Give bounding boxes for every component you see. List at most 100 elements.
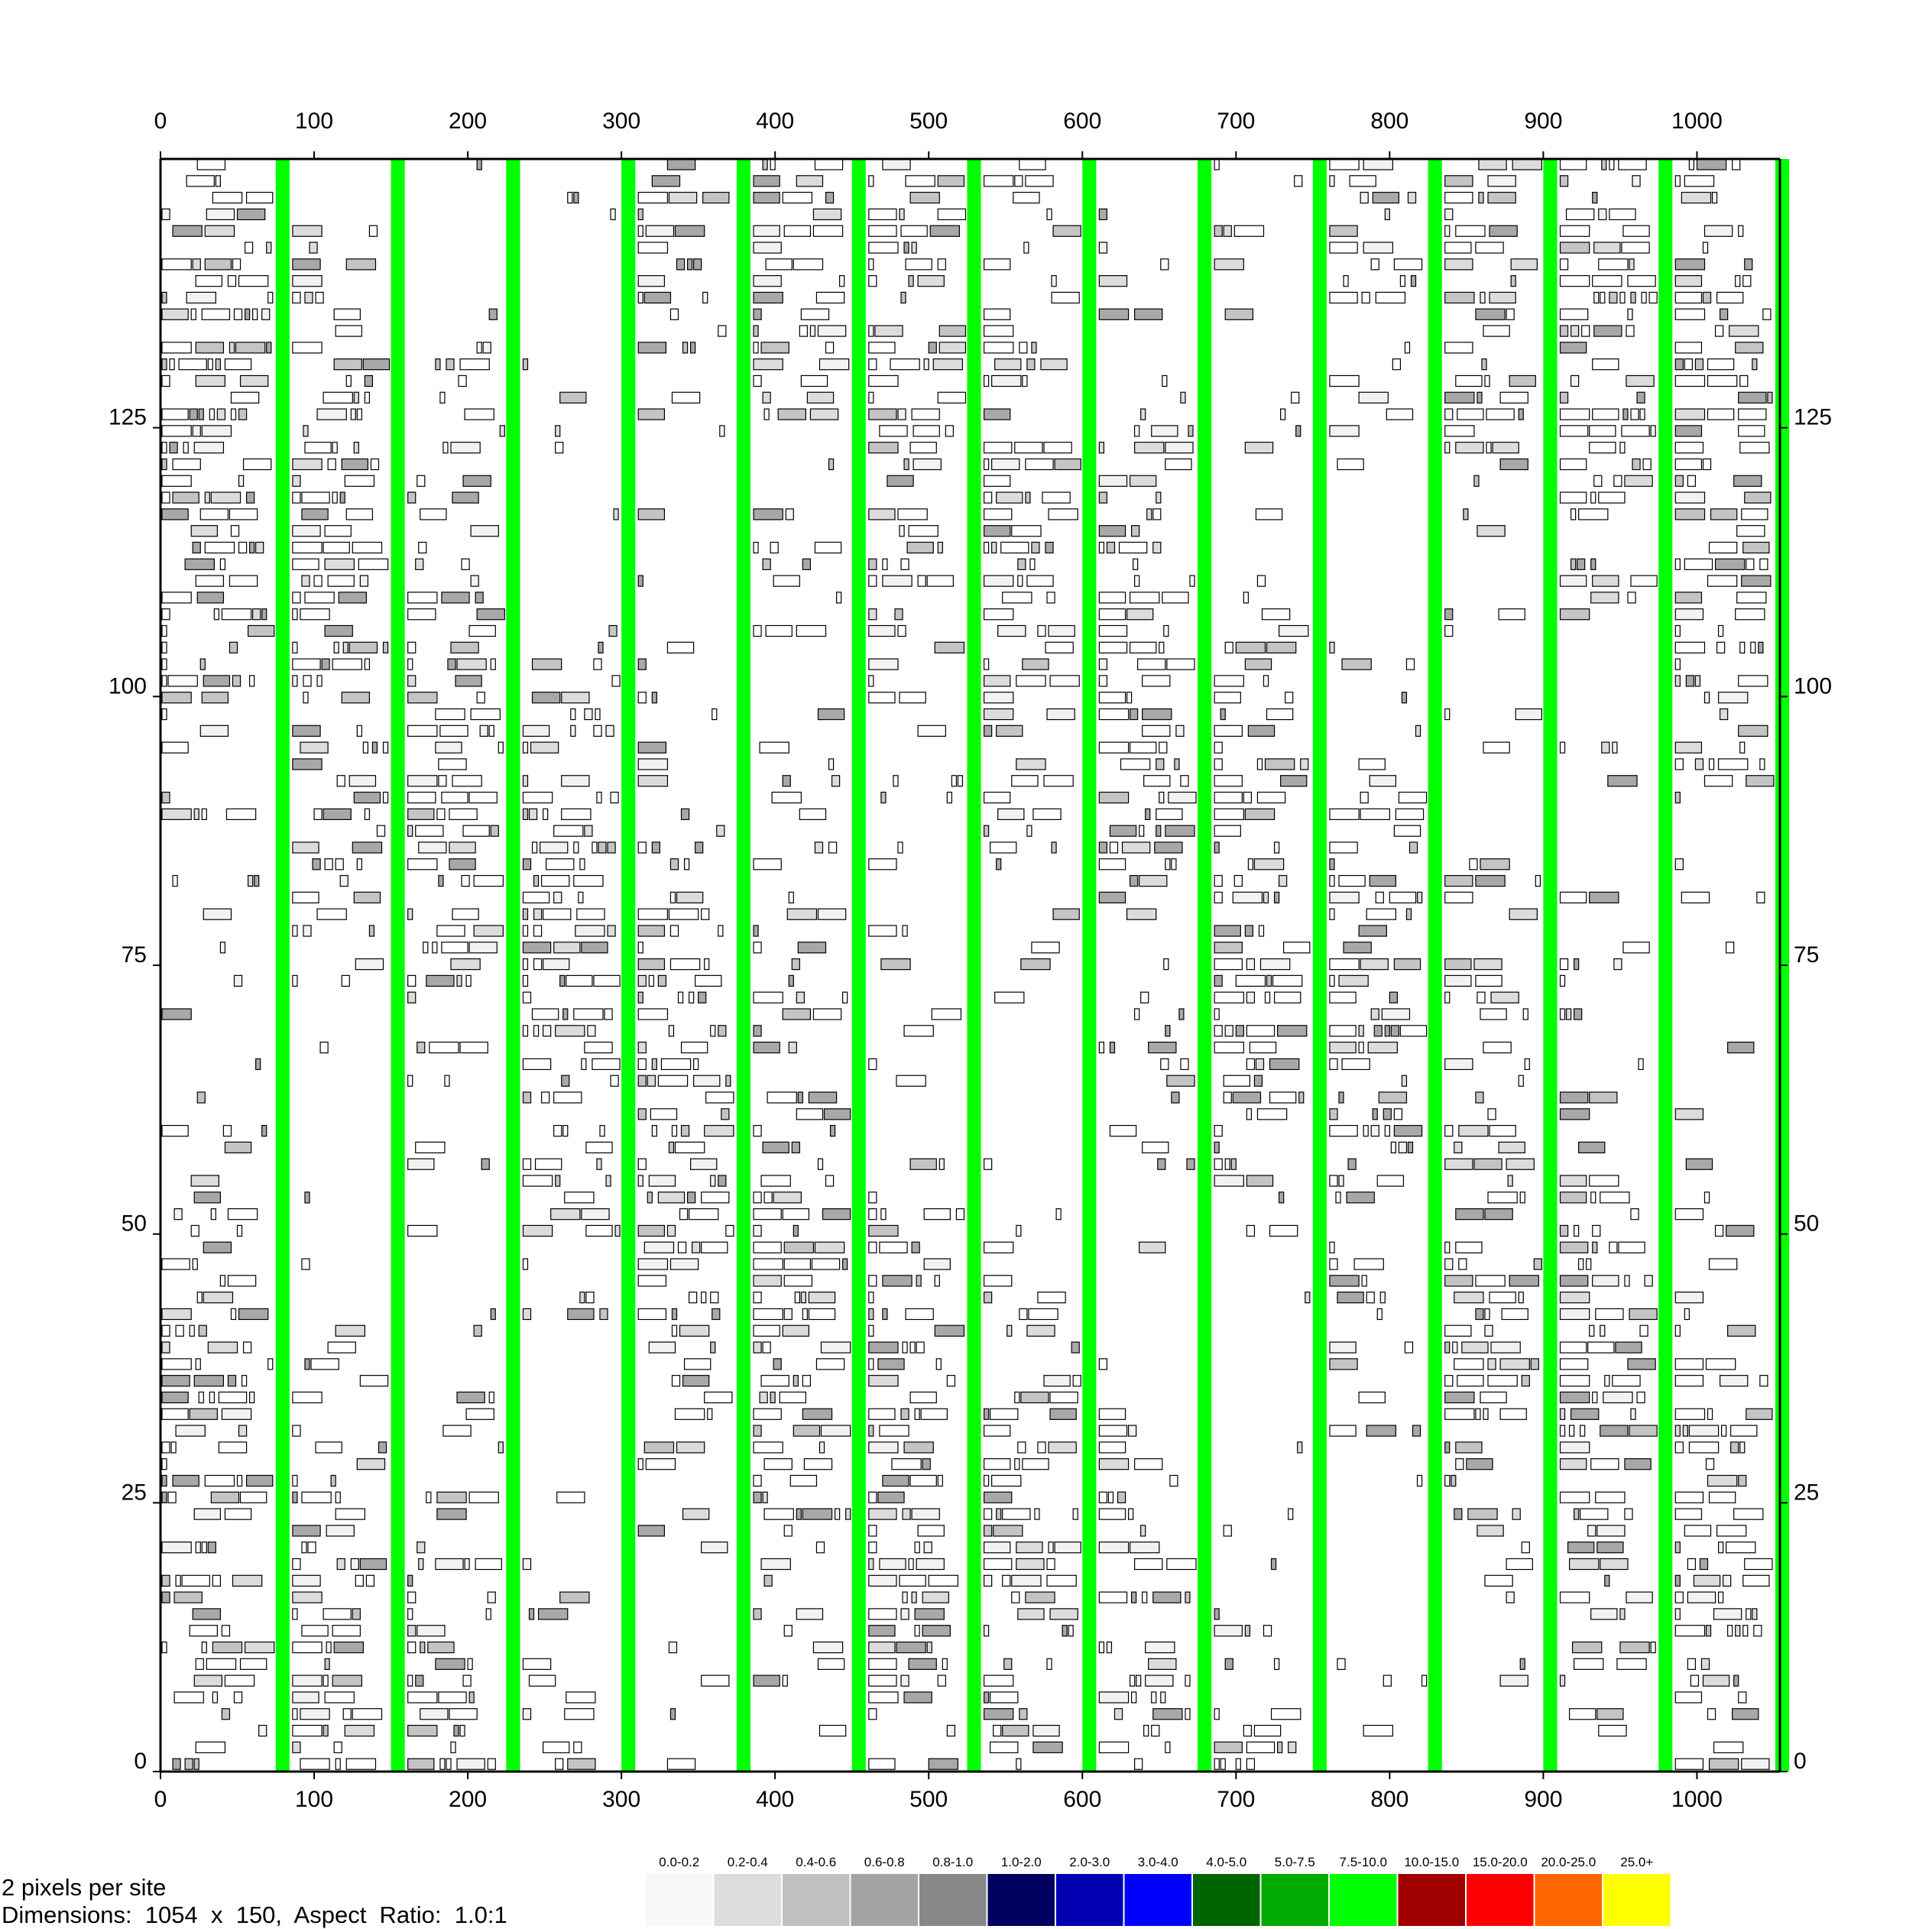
placed-block xyxy=(476,158,482,170)
placed-block xyxy=(1739,374,1749,387)
placed-block xyxy=(1369,874,1396,887)
placed-block xyxy=(195,374,226,387)
placed-block xyxy=(1559,1275,1589,1287)
placed-block xyxy=(533,958,543,971)
placed-block xyxy=(1626,325,1635,337)
placed-block xyxy=(1246,958,1256,971)
placed-block xyxy=(213,608,219,621)
placed-block xyxy=(303,692,309,704)
placed-block xyxy=(808,1308,836,1321)
placed-block xyxy=(446,358,455,371)
placed-block xyxy=(1486,408,1515,420)
placed-block xyxy=(753,1224,762,1237)
placed-block xyxy=(782,1008,812,1020)
channels-layer xyxy=(275,159,1790,1772)
placed-block xyxy=(983,508,1013,520)
routing-channel xyxy=(275,159,290,1772)
placed-block xyxy=(161,708,167,721)
placed-block xyxy=(1457,408,1484,420)
placed-block xyxy=(1098,675,1108,687)
placed-block xyxy=(897,624,906,637)
placed-block xyxy=(336,775,345,787)
placed-block xyxy=(828,841,838,854)
placed-block xyxy=(900,225,928,237)
placed-block xyxy=(882,158,911,170)
placed-block xyxy=(1612,741,1618,754)
placed-block xyxy=(1487,192,1516,204)
placed-block xyxy=(261,608,267,621)
placed-block xyxy=(1559,958,1569,971)
placed-block xyxy=(1674,291,1703,304)
placed-block xyxy=(782,1208,810,1221)
placed-block xyxy=(161,641,167,653)
placed-block xyxy=(753,242,782,254)
placed-block xyxy=(267,291,274,304)
placed-block xyxy=(462,475,491,487)
placed-block xyxy=(324,1691,355,1704)
placed-block xyxy=(232,258,242,271)
placed-block xyxy=(868,1058,877,1071)
routing-channel xyxy=(391,159,405,1772)
placed-block xyxy=(1475,1091,1484,1104)
placed-block xyxy=(1140,408,1146,420)
placed-block xyxy=(1129,1675,1136,1687)
placed-block xyxy=(1483,325,1510,337)
placed-block xyxy=(762,391,771,404)
placed-block xyxy=(1578,508,1609,520)
placed-block xyxy=(1224,1025,1233,1037)
placed-block xyxy=(1674,258,1706,271)
placed-block xyxy=(1461,1341,1489,1354)
placed-block xyxy=(382,791,389,804)
placed-block xyxy=(407,908,413,920)
placed-block xyxy=(242,1341,252,1354)
placed-block xyxy=(812,1641,844,1654)
placed-block xyxy=(990,1741,1019,1753)
placed-block xyxy=(450,442,481,454)
placed-block xyxy=(1501,1308,1528,1321)
placed-block xyxy=(809,325,816,337)
placed-block xyxy=(1716,641,1726,653)
placed-block xyxy=(1738,425,1765,437)
placed-block xyxy=(475,592,484,604)
placed-block xyxy=(637,208,643,221)
placed-block xyxy=(1220,708,1226,721)
placed-block xyxy=(292,592,301,604)
placed-block xyxy=(1483,1041,1512,1054)
placed-block xyxy=(461,874,470,887)
placed-block xyxy=(292,1525,321,1537)
placed-block xyxy=(1214,692,1241,704)
placed-block xyxy=(407,808,435,820)
placed-block xyxy=(1674,275,1703,287)
placed-block xyxy=(1360,958,1389,971)
placed-block xyxy=(198,1391,204,1404)
legend-label: 25.0+ xyxy=(1620,1855,1653,1869)
placed-block xyxy=(1703,1191,1710,1204)
placed-block xyxy=(1098,308,1130,320)
placed-block xyxy=(782,192,813,204)
placed-block xyxy=(1002,1724,1029,1737)
placed-block xyxy=(1510,258,1538,271)
placed-block xyxy=(189,408,198,420)
placed-block xyxy=(201,1542,207,1554)
placed-block xyxy=(1598,258,1629,271)
placed-block xyxy=(994,991,1025,1003)
placed-block xyxy=(209,1391,215,1404)
placed-block xyxy=(671,1324,678,1337)
placed-block xyxy=(996,1508,1002,1520)
placed-block xyxy=(1744,258,1753,271)
placed-block xyxy=(688,1292,698,1304)
placed-block xyxy=(1735,342,1764,354)
placed-block xyxy=(1235,1025,1244,1037)
placed-block xyxy=(1521,1542,1530,1554)
placed-block xyxy=(983,175,1014,187)
placed-block xyxy=(1329,958,1360,971)
placed-block xyxy=(161,258,192,271)
placed-block xyxy=(707,1408,713,1420)
placed-block xyxy=(161,1408,189,1420)
placed-block xyxy=(435,708,465,721)
placed-block xyxy=(470,575,479,587)
placed-block xyxy=(1481,358,1487,371)
placed-block xyxy=(1098,692,1126,704)
placed-block xyxy=(315,1441,342,1454)
placed-block xyxy=(1142,1591,1148,1603)
